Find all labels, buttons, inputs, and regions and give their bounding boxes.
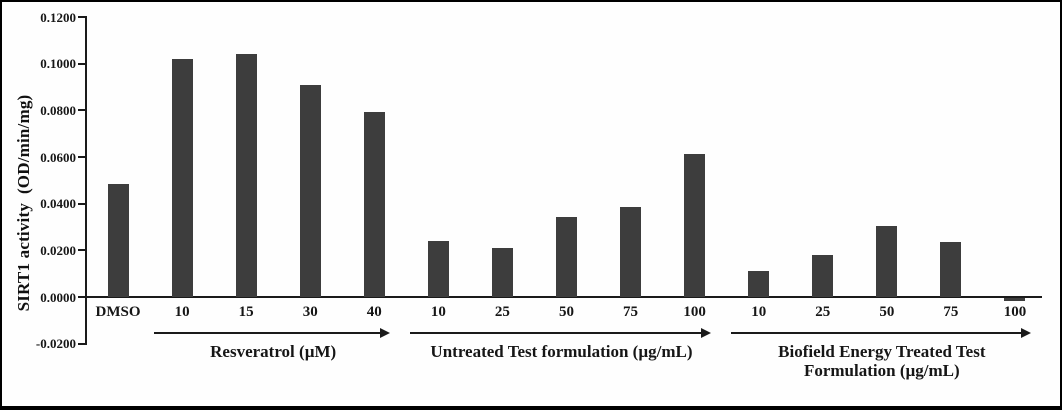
y-tick-mark (78, 296, 85, 298)
x-axis-line (85, 296, 1042, 298)
bar (940, 242, 962, 297)
y-tick-mark (78, 342, 85, 345)
group-arrow-head-icon (380, 328, 391, 338)
y-tick-label: 0.1000 (40, 56, 76, 72)
x-category-label: 50 (558, 304, 574, 320)
bar (171, 59, 193, 297)
bar (107, 183, 129, 297)
y-tick-label: 0.0400 (40, 196, 76, 212)
y-tick-label: -0.0200 (35, 336, 76, 352)
bar (427, 241, 449, 297)
y-tick-label: 0.0000 (40, 289, 76, 305)
group-axis-label: Untreated Test formulation (µg/mL) (430, 342, 693, 361)
bar (812, 255, 834, 297)
bar (620, 207, 642, 297)
group-arrow-head-icon (1020, 328, 1031, 338)
y-tick-label: 0.1200 (40, 9, 76, 25)
bar (684, 153, 706, 297)
x-category-label: 10 (751, 304, 767, 320)
x-category-label: 40 (366, 304, 382, 320)
group-axis-label: Resveratrol (µM) (210, 342, 337, 361)
bar (748, 271, 770, 297)
x-category-label: 25 (815, 304, 831, 320)
y-tick-label: 0.0200 (40, 242, 76, 258)
group-arrow (154, 332, 381, 334)
x-category-label: 75 (623, 304, 639, 320)
group-axis-label: Formulation (µg/mL) (803, 361, 960, 380)
bar (235, 54, 257, 297)
x-category-label: 10 (174, 304, 190, 320)
bar (299, 84, 321, 297)
y-tick-mark (78, 202, 85, 205)
y-tick-label: 0.0600 (40, 149, 76, 165)
x-category-label: 100 (1003, 304, 1027, 320)
y-tick-mark (78, 156, 85, 158)
x-category-label: DMSO (95, 304, 141, 320)
y-tick-mark (78, 249, 85, 252)
x-category-label: 100 (683, 304, 706, 320)
x-category-label: 25 (494, 304, 510, 320)
y-tick-label: 0.0800 (40, 102, 76, 118)
y-axis-line (85, 16, 87, 345)
bar (491, 248, 513, 297)
y-tick-mark (78, 109, 85, 112)
x-category-label: 10 (430, 304, 446, 320)
y-tick-mark (78, 62, 85, 65)
y-tick-mark (78, 16, 85, 18)
group-arrow (730, 332, 1021, 334)
bar (363, 111, 385, 297)
group-axis-label: Biofield Energy Treated Test (778, 342, 986, 361)
x-category-label: 15 (238, 304, 254, 320)
group-arrow-head-icon (700, 328, 711, 338)
x-category-label: 50 (879, 304, 895, 320)
group-arrow (410, 332, 701, 334)
bar (1004, 298, 1026, 302)
bar (555, 216, 577, 297)
bar (876, 225, 898, 297)
x-category-label: 75 (943, 304, 959, 320)
x-category-label: 30 (302, 304, 318, 320)
